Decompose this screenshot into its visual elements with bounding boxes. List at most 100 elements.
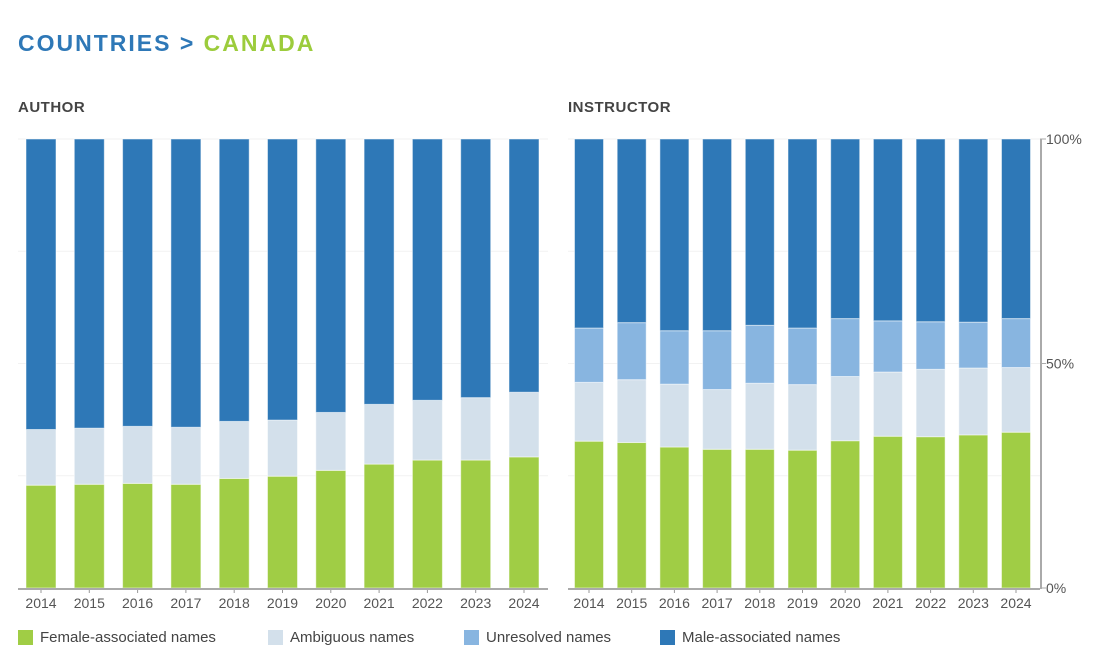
legend-female[interactable]: Female-associated names [18,629,268,646]
bar-segment-female [616,442,647,589]
bar-segment-ambiguous [787,384,818,451]
bar-segment-male [830,138,861,320]
bar-segment-female [170,483,202,589]
bar-segment-male [411,138,443,401]
x-tick-label: 2016 [659,595,690,611]
bar-segment-ambiguous [702,389,733,450]
x-tick-label: 2020 [830,595,861,611]
y-tick-label: 100% [1046,131,1082,147]
legend-unresolved[interactable]: Unresolved names [464,629,660,646]
bar-segment-female [267,475,298,589]
bar-segment-female [315,469,347,589]
bar-segment-ambiguous [574,381,604,442]
bar-segment-unresolved [787,327,818,386]
legend-swatch [660,630,675,645]
bar-segment-ambiguous [616,379,647,444]
bar-segment-unresolved [1001,318,1031,369]
x-tick-label: 2018 [744,595,775,611]
x-tick-label: 2017 [170,595,201,611]
page-title: COUNTRIES > CANADA [18,30,315,57]
bar-segment-male [744,138,775,326]
x-tick-label: 2022 [915,595,946,611]
bar-segment-female [411,459,443,589]
bar-segment-female [460,459,492,589]
bar-segment-ambiguous [267,419,298,477]
legend-label: Ambiguous names [290,629,415,646]
author-chart-title: AUTHOR [18,99,86,116]
bar-segment-unresolved [958,321,989,369]
x-tick-label: 2020 [315,595,346,611]
bar-segment-female [659,446,690,589]
bar-segment-male [702,138,733,332]
bar-segment-unresolved [744,324,775,384]
bar-segment-ambiguous [830,376,861,442]
bar-segment-female [218,477,250,589]
x-tick-label: 2014 [25,595,56,611]
legend-label: Female-associated names [40,629,216,646]
bar-segment-female [1001,431,1031,589]
bar-segment-unresolved [872,320,903,373]
bar-segment-female [958,434,989,589]
legend-ambiguous[interactable]: Ambiguous names [268,629,464,646]
bar-segment-female [25,484,57,589]
breadcrumb-canada: CANADA [203,30,316,56]
bar-segment-female [872,435,903,589]
legend: Female-associated names Ambiguous names … [18,629,840,646]
x-tick-label: 2022 [412,595,443,611]
bar-segment-male [170,138,202,428]
bar-segment-male [25,138,57,431]
legend-label: Male-associated names [682,629,841,646]
legend-swatch [18,630,33,645]
bar-segment-female [122,482,154,589]
bar-segment-female [702,448,733,589]
legend-label: Unresolved names [486,629,612,646]
bar-segment-male [1001,138,1031,320]
bar-segment-ambiguous [958,367,989,436]
x-tick-label: 2016 [122,595,153,611]
bar-segment-ambiguous [122,425,154,484]
x-tick-label: 2023 [460,595,491,611]
bar-segment-female [830,440,861,589]
bar-segment-male [958,138,989,323]
y-tick-label: 50% [1046,356,1074,372]
legend-male[interactable]: Male-associated names [660,629,840,646]
breadcrumb-separator: > [179,30,196,56]
bar-segment-male [363,138,395,405]
bar-segment-ambiguous [218,420,250,479]
bar-segment-ambiguous [170,426,202,485]
bar-segment-ambiguous [659,383,690,448]
bar-segment-female [363,463,395,589]
bar-segment-female [73,483,105,589]
x-tick-label: 2021 [872,595,903,611]
bar-segment-unresolved [616,322,647,381]
bar-segment-unresolved [915,321,946,370]
bar-segment-male [616,138,647,324]
x-tick-label: 2019 [787,595,818,611]
x-tick-label: 2024 [508,595,539,611]
y-tick-label: 0% [1046,580,1066,596]
bar-segment-ambiguous [25,429,57,486]
bar-segment-ambiguous [872,371,903,437]
bar-segment-male [872,138,903,322]
bar-segment-female [915,436,946,589]
bar-segment-male [508,138,540,393]
bar-segment-male [218,138,250,422]
bar-segment-male [73,138,105,429]
breadcrumb-countries[interactable]: COUNTRIES [18,30,172,56]
x-tick-label: 2015 [74,595,105,611]
bar-segment-unresolved [659,330,690,385]
bar-segment-male [787,138,818,329]
bar-segment-ambiguous [363,403,395,465]
x-tick-label: 2021 [364,595,395,611]
bar-segment-female [744,448,775,589]
bar-segment-ambiguous [315,411,347,471]
x-tick-label: 2018 [219,595,250,611]
bar-segment-ambiguous [744,382,775,450]
bar-segment-female [787,449,818,589]
bar-segment-male [315,138,347,413]
bar-segment-ambiguous [411,399,443,461]
x-tick-label: 2023 [958,595,989,611]
bar-segment-male [659,138,690,332]
bar-segment-unresolved [830,318,861,378]
